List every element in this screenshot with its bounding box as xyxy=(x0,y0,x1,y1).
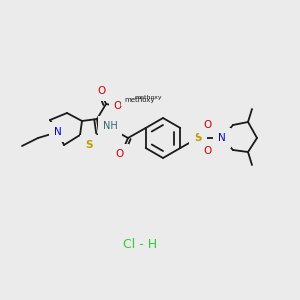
Text: S: S xyxy=(194,133,202,143)
Text: O: O xyxy=(204,120,212,130)
Text: N: N xyxy=(218,133,226,143)
Text: O: O xyxy=(116,149,124,159)
Text: Cl - H: Cl - H xyxy=(123,238,157,251)
Text: methoxy: methoxy xyxy=(125,97,155,103)
Text: NH: NH xyxy=(103,121,117,131)
Text: methoxy: methoxy xyxy=(134,94,162,100)
Text: S: S xyxy=(85,140,93,150)
Text: O: O xyxy=(97,86,105,96)
Text: O: O xyxy=(204,146,212,156)
Text: O: O xyxy=(114,101,122,111)
Text: N: N xyxy=(54,127,62,137)
